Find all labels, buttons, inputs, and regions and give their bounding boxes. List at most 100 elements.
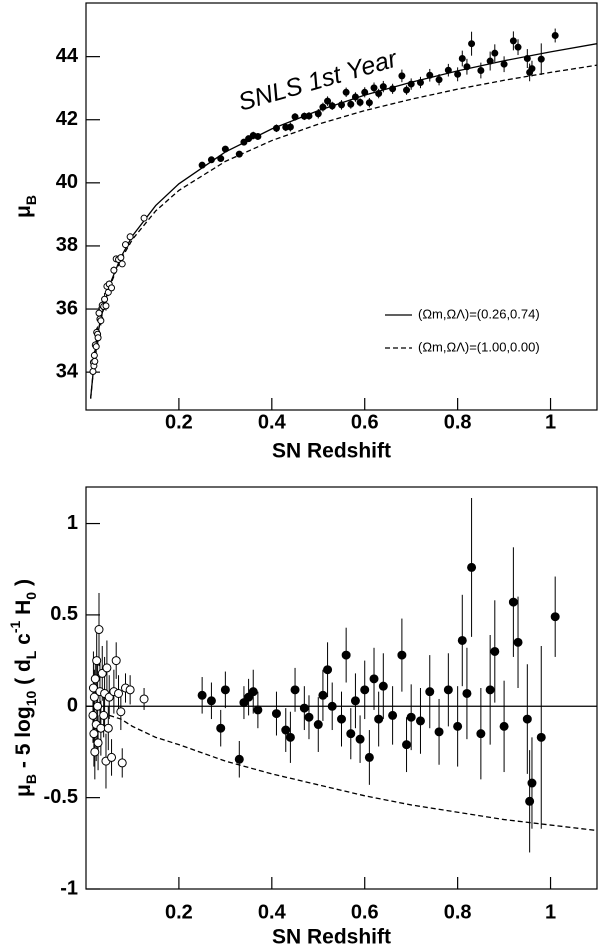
points: [88, 592, 149, 789]
filled-point: [523, 55, 531, 63]
filled-point: [291, 113, 299, 121]
points: [89, 214, 148, 377]
open-point: [117, 758, 127, 768]
filled-point: [425, 687, 435, 697]
y-axis-title-part: ): [12, 579, 35, 592]
filled-point: [416, 79, 424, 87]
filled-point: [245, 135, 253, 143]
filled-point: [286, 123, 294, 131]
filled-point: [398, 72, 406, 80]
filled-point: [355, 734, 365, 744]
open-point: [91, 357, 99, 365]
filled-point: [272, 124, 280, 132]
open-point: [92, 656, 102, 666]
open-point: [94, 334, 102, 342]
open-point: [110, 266, 118, 274]
y-tick-label: 42: [56, 108, 78, 130]
filled-point: [341, 650, 351, 660]
plot-frame: [85, 486, 598, 890]
filled-point: [551, 31, 559, 39]
filled-point: [281, 725, 291, 735]
filled-point: [234, 754, 244, 764]
filled-point: [426, 71, 434, 79]
filled-point: [346, 729, 356, 739]
filled-point: [525, 796, 535, 806]
filled-point: [463, 63, 471, 71]
y-tick-label: 44: [56, 45, 79, 67]
y-axis-title-part: B: [23, 195, 39, 205]
filled-point: [304, 712, 314, 722]
filled-point: [314, 110, 322, 118]
filled-point: [415, 716, 425, 726]
x-tick-label: 0.8: [444, 411, 472, 433]
open-point: [89, 368, 97, 376]
y-axis-title-part: 0: [23, 592, 39, 600]
open-point: [90, 747, 100, 757]
open-point: [88, 710, 98, 720]
filled-point: [235, 150, 243, 158]
filled-point: [454, 70, 462, 78]
filled-point: [374, 714, 384, 724]
filled-point: [248, 687, 258, 697]
filled-point: [217, 155, 225, 163]
filled-point: [378, 681, 388, 691]
filled-point: [514, 43, 522, 51]
filled-point: [197, 690, 207, 700]
open-point: [139, 694, 149, 704]
y-axis-title-part: B: [23, 774, 39, 784]
x-tick-label: 0.4: [258, 411, 287, 433]
open-point: [114, 688, 124, 698]
filled-point: [347, 100, 355, 108]
filled-point: [365, 99, 373, 107]
open-point: [101, 295, 109, 303]
filled-point: [388, 710, 398, 720]
filled-point: [285, 732, 295, 742]
filled-point: [290, 685, 300, 695]
filled-point: [351, 93, 359, 101]
filled-point: [537, 55, 545, 63]
open-point: [89, 729, 99, 739]
y-axis-title: μB: [12, 195, 39, 218]
filled-point: [254, 132, 262, 140]
filled-point: [318, 690, 328, 700]
filled-point: [319, 103, 327, 111]
model-curve: [109, 714, 597, 832]
y-tick-label: 36: [56, 297, 78, 319]
points: [197, 497, 560, 853]
y-axis-title-part: 10: [23, 691, 39, 707]
filled-point: [361, 88, 369, 96]
filled-point: [528, 65, 536, 73]
filled-point: [444, 66, 452, 74]
open-point: [95, 309, 103, 317]
filled-point: [198, 161, 206, 169]
y-tick-label: -0.5: [44, 786, 78, 808]
open-point: [111, 656, 121, 666]
filled-point: [324, 97, 332, 105]
open-point: [93, 701, 103, 711]
filled-point: [342, 88, 350, 96]
filled-point: [253, 705, 263, 715]
filled-point: [522, 714, 532, 724]
filled-point: [313, 720, 323, 730]
y-axis-title-part: μ: [12, 205, 35, 218]
open-point: [107, 752, 117, 762]
filled-point: [527, 778, 537, 788]
filled-point: [457, 635, 467, 645]
open-point: [116, 707, 126, 717]
filled-point: [500, 60, 508, 68]
filled-point: [536, 732, 546, 742]
filled-point: [486, 57, 494, 65]
x-tick-label: 1: [545, 411, 556, 433]
filled-point: [323, 665, 333, 675]
y-tick-label: 0: [67, 695, 78, 717]
open-point: [90, 351, 98, 359]
open-point: [103, 723, 113, 733]
filled-point: [499, 721, 509, 731]
filled-point: [508, 597, 518, 607]
open-point: [99, 710, 109, 720]
filled-point: [369, 674, 379, 684]
legend-label: (Ωm,ΩΛ)=(0.26,0.74): [418, 306, 540, 321]
filled-point: [350, 696, 360, 706]
y-axis-title-part: L: [23, 650, 39, 659]
